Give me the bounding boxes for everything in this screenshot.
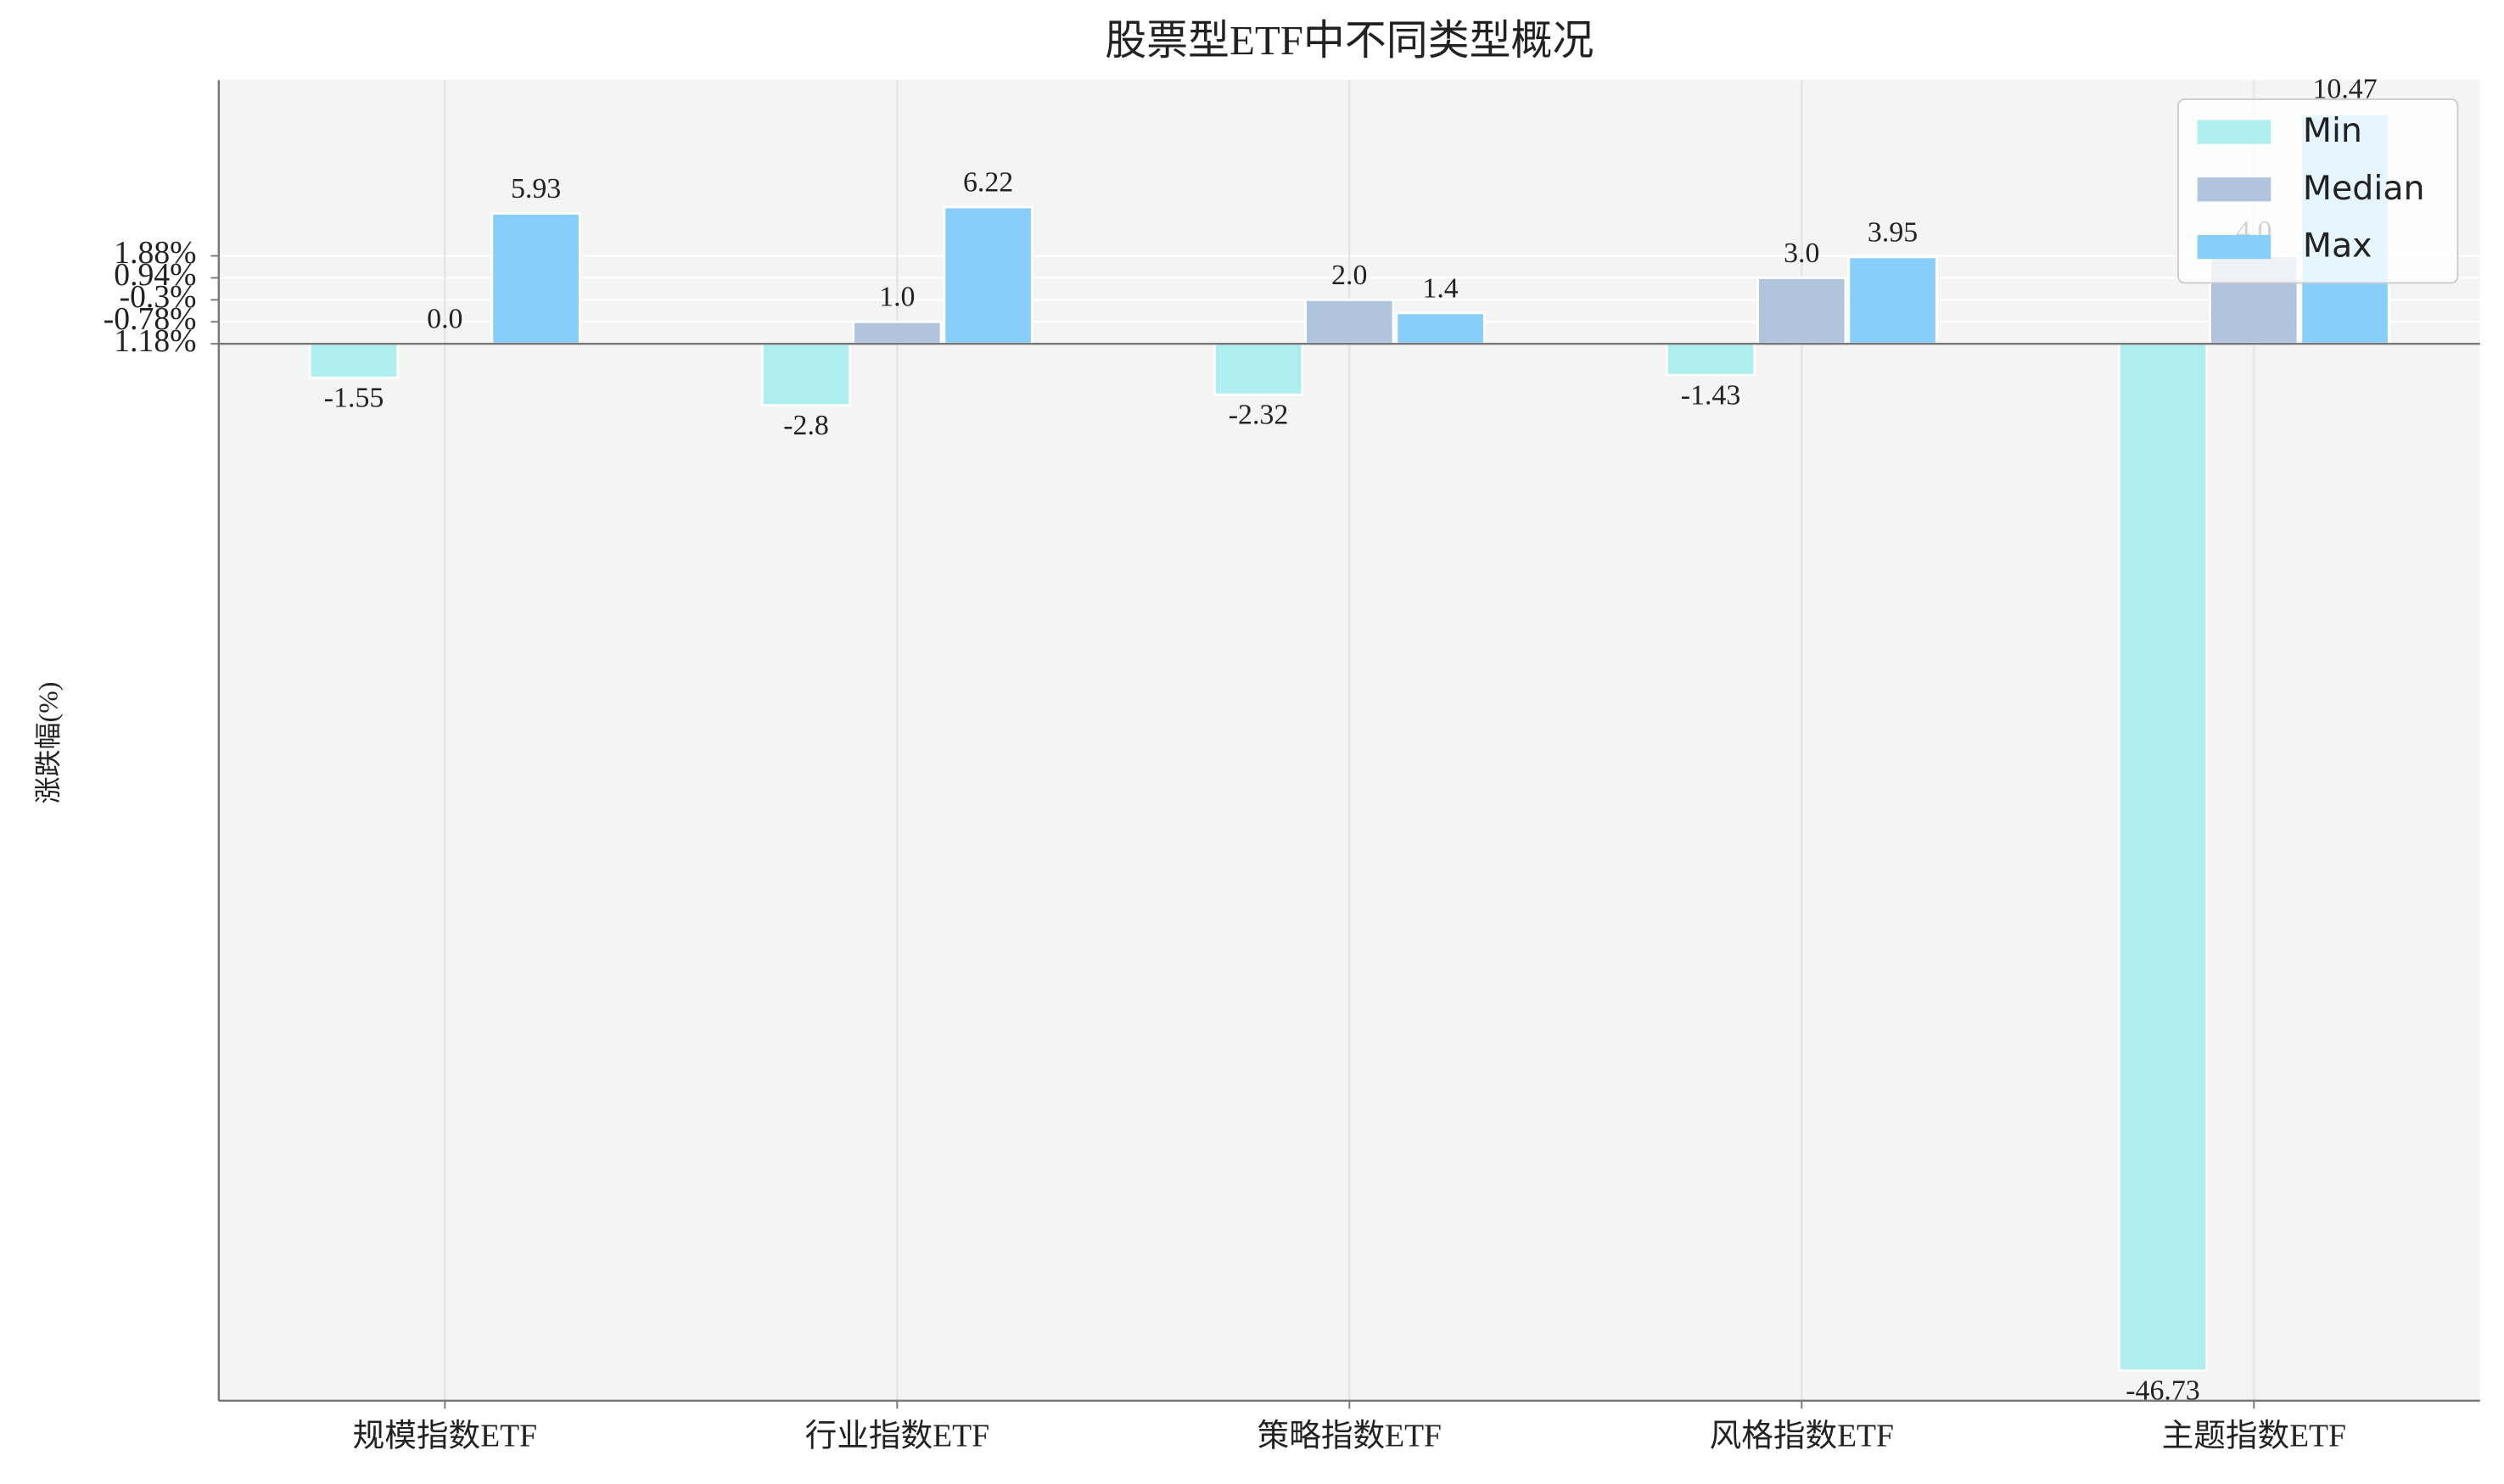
bar <box>1756 277 1847 345</box>
y-tick-label: 1.18% <box>114 323 196 359</box>
x-tick-label: 主题指数ETF <box>2162 1419 2346 1454</box>
bar <box>1847 255 1938 345</box>
data-label: 6.22 <box>963 167 1013 199</box>
data-label: -1.55 <box>324 382 384 413</box>
bar <box>760 342 852 407</box>
legend-label: Max <box>2303 227 2372 266</box>
x-tick-label: 规模指数ETF <box>353 1419 537 1454</box>
chart-title: 股票型ETF中不同类型概况 <box>1105 17 1594 64</box>
legend-label: Median <box>2303 169 2425 208</box>
data-label: 5.93 <box>511 173 561 204</box>
bar <box>490 212 581 345</box>
bar <box>1213 342 1304 396</box>
bar <box>1395 311 1486 345</box>
x-tick-label: 策略指数ETF <box>1258 1419 1442 1454</box>
data-label: 2.0 <box>1331 260 1367 291</box>
bar <box>852 320 943 345</box>
data-label: -2.8 <box>783 410 829 441</box>
bar <box>1665 342 1756 377</box>
bar <box>943 205 1034 345</box>
legend-swatch <box>2197 177 2272 202</box>
bars: -1.55-2.8-2.32-1.43-46.730.01.02.03.04.0… <box>218 73 2480 1406</box>
legend-swatch <box>2197 120 2272 144</box>
bar <box>1304 298 1395 345</box>
bar <box>308 342 400 379</box>
bar <box>2117 342 2209 1372</box>
data-label: 0.0 <box>427 304 462 335</box>
y-tick-label: 0.94% <box>114 257 196 293</box>
data-label: -1.43 <box>1681 379 1741 411</box>
y-tick-label: -0.78% <box>104 301 197 337</box>
x-tick-label: 风格指数ETF <box>1710 1419 1894 1454</box>
y-axis-label: 涨跌幅(%) <box>33 681 64 804</box>
data-label: 3.95 <box>1868 216 1918 248</box>
legend-label: Min <box>2303 111 2362 150</box>
data-label: 1.4 <box>1422 272 1458 304</box>
data-label: -2.32 <box>1229 399 1289 430</box>
data-label: 1.0 <box>879 282 915 313</box>
y-tick-label: 1.88% <box>114 235 196 271</box>
data-label: 3.0 <box>1784 238 1819 269</box>
x-tick-label: 行业指数ETF <box>805 1419 989 1454</box>
legend: Min Median Max <box>2177 98 2459 284</box>
y-tick-label: -0.3% <box>120 279 197 315</box>
legend-swatch <box>2197 234 2272 260</box>
